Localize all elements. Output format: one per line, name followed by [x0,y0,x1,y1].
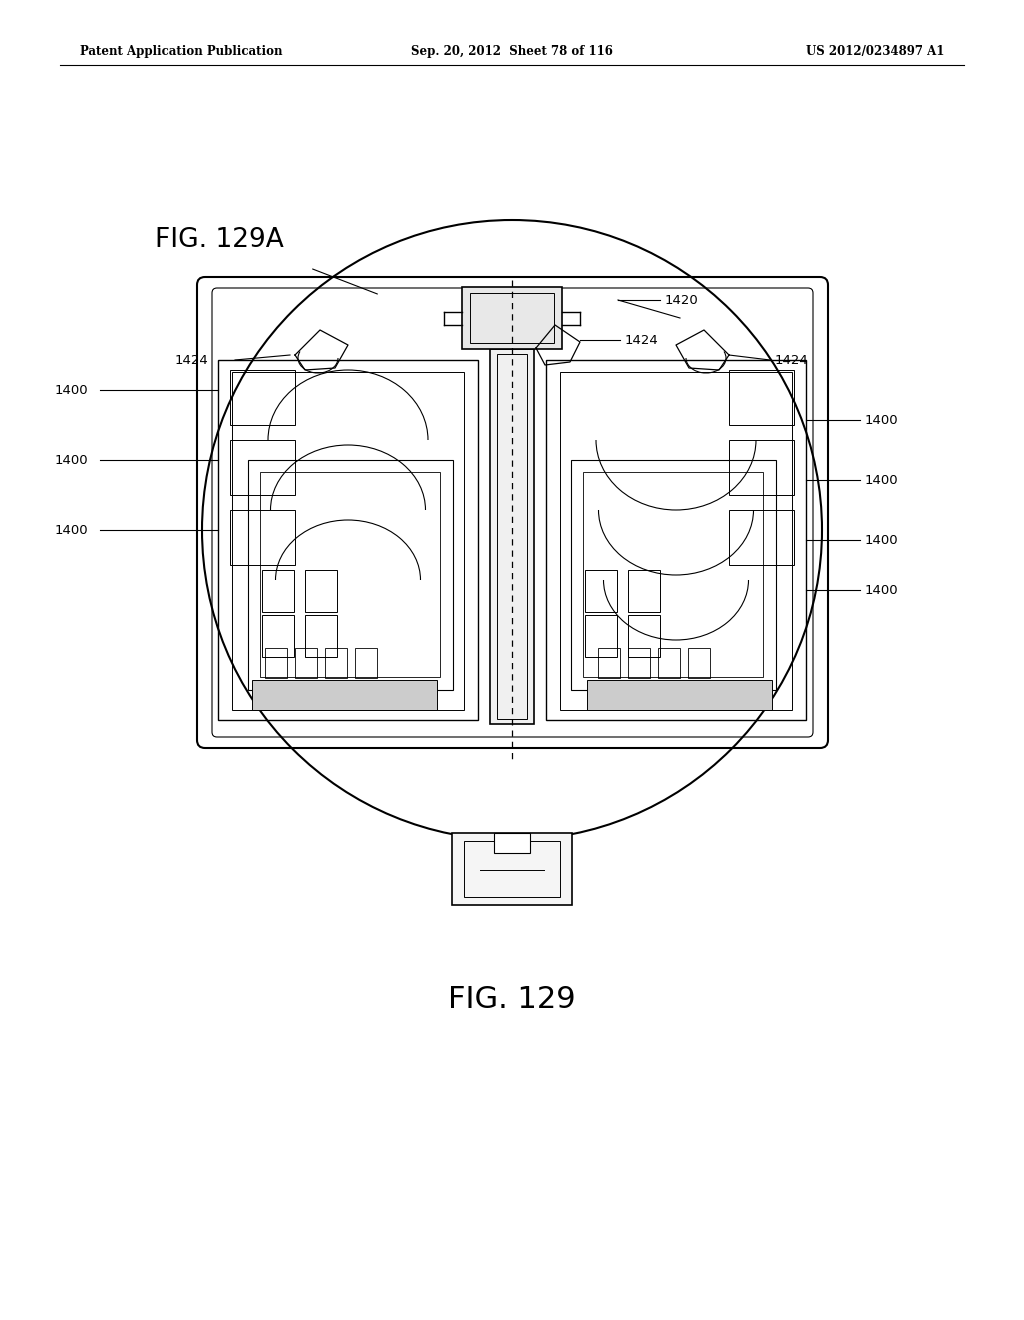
Bar [585,615,617,657]
Bar [248,459,453,690]
Text: 1420: 1420 [665,293,698,306]
Bar [497,354,527,719]
Bar [230,510,295,565]
Text: 1400: 1400 [55,384,89,396]
Text: Sep. 20, 2012  Sheet 78 of 116: Sep. 20, 2012 Sheet 78 of 116 [411,45,613,58]
Bar [260,473,440,677]
Bar [464,841,560,898]
Text: 1400: 1400 [865,474,899,487]
Bar [462,286,562,348]
Text: 1424: 1424 [175,354,209,367]
Text: 1400: 1400 [865,583,899,597]
Bar [587,680,772,710]
Bar [560,372,792,710]
Text: 1400: 1400 [55,524,89,536]
Bar [490,348,534,723]
Bar [230,370,295,425]
Text: 1424: 1424 [775,354,809,367]
Bar [305,570,337,612]
Bar [729,510,794,565]
Bar [628,615,660,657]
Bar [571,459,776,690]
Bar [585,570,617,612]
Bar [295,648,317,678]
Bar [598,648,620,678]
Bar [470,293,554,343]
Bar [262,570,294,612]
Bar [252,680,437,710]
Bar [729,440,794,495]
Bar [494,833,530,853]
Text: 1400: 1400 [865,533,899,546]
Bar [232,372,464,710]
Bar [355,648,377,678]
Bar [688,648,710,678]
Text: 1424: 1424 [625,334,658,346]
Bar [658,648,680,678]
Text: FIG. 129: FIG. 129 [449,986,575,1015]
Bar [325,648,347,678]
Bar [628,570,660,612]
Bar [218,360,478,719]
Bar [452,833,572,906]
Text: 1400: 1400 [865,413,899,426]
Bar [546,360,806,719]
Bar [305,615,337,657]
Text: FIG. 129A: FIG. 129A [155,227,284,253]
Text: 1400: 1400 [55,454,89,466]
Bar [729,370,794,425]
Bar [262,615,294,657]
Bar [230,440,295,495]
Text: Patent Application Publication: Patent Application Publication [80,45,283,58]
Bar [628,648,650,678]
Text: US 2012/0234897 A1: US 2012/0234897 A1 [806,45,944,58]
Bar [583,473,763,677]
Bar [265,648,287,678]
